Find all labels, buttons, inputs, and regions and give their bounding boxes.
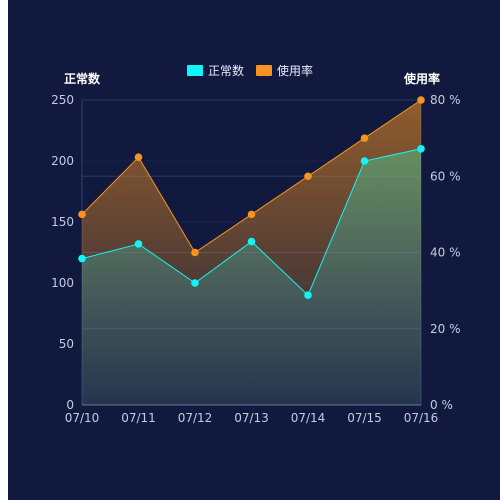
y-left-tick-label: 100: [51, 276, 74, 290]
count-area: [82, 148, 421, 406]
rate-point: [191, 248, 199, 257]
y-right-tick-label: 80 %: [430, 93, 461, 107]
count-point: [191, 279, 199, 287]
x-tick-label: 07/13: [234, 411, 269, 425]
count-point: [417, 145, 425, 153]
y-right-tick-label: 40 %: [430, 246, 461, 260]
legend-label-count: 正常数: [207, 64, 244, 78]
y-right-axis-title: 使用率: [404, 72, 441, 86]
y-left-tick-label: 0: [66, 398, 74, 412]
x-tick-label: 07/14: [291, 411, 326, 425]
legend-swatch-count: [186, 65, 203, 76]
legend-item-count[interactable]: 正常数: [186, 62, 244, 79]
rate-point: [304, 172, 312, 181]
x-tick-label: 07/16: [404, 411, 439, 425]
rate-point: [78, 210, 86, 219]
rate-point: [247, 210, 256, 219]
y-right-tick-label: 0 %: [430, 398, 453, 412]
axis-ticks: 0 50 100 150 200 250 0 % 20 % 40 % 60 % 80 % 07/10 0…: [51, 93, 460, 425]
count-point: [78, 254, 86, 263]
count-point: [247, 237, 256, 246]
legend: 正常数 使用率: [0, 62, 500, 79]
series-points: [78, 96, 425, 300]
count-point: [134, 240, 143, 248]
y-right-tick-label: 60 %: [430, 169, 461, 183]
rate-point: [417, 96, 425, 104]
x-tick-label: 07/12: [178, 411, 213, 425]
series-areas: [82, 100, 421, 406]
x-tick-label: 07/10: [65, 411, 100, 425]
x-tick-label: 07/15: [347, 411, 382, 425]
rate-point: [134, 153, 143, 161]
y-left-tick-label: 150: [51, 215, 74, 229]
count-point: [304, 291, 312, 300]
rate-point: [360, 134, 369, 142]
x-tick-label: 07/11: [121, 411, 156, 425]
y-left-tick-label: 50: [59, 337, 74, 351]
y-left-axis-title: 正常数: [64, 72, 101, 86]
legend-label-rate: 使用率: [277, 64, 314, 78]
y-left-tick-label: 250: [51, 93, 74, 107]
legend-swatch-rate: [256, 65, 272, 76]
count-point: [360, 157, 369, 165]
y-left-tick-label: 200: [51, 154, 74, 168]
legend-item-rate[interactable]: 使用率: [256, 62, 313, 79]
y-right-tick-label: 20 %: [430, 322, 461, 336]
